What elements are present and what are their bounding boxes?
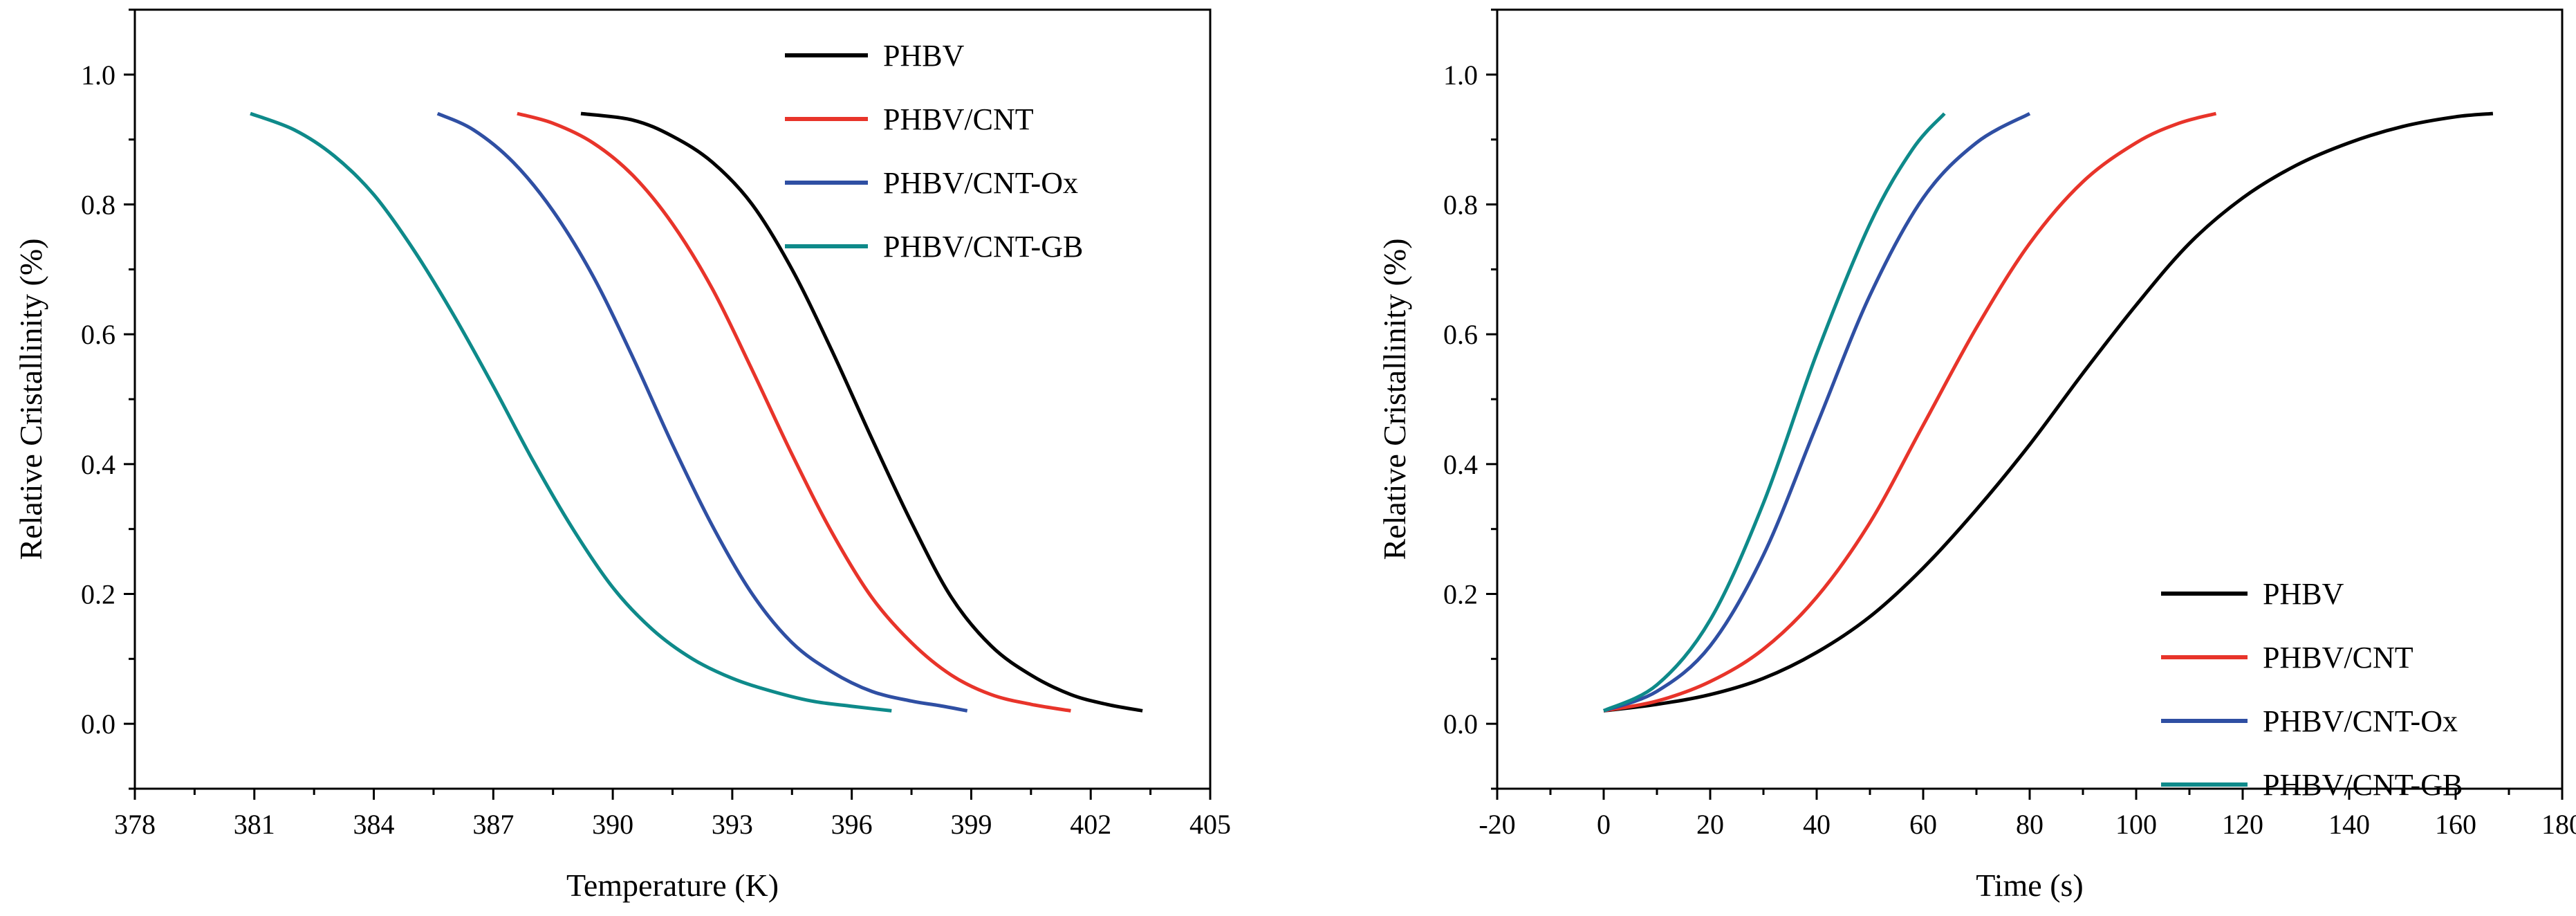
legend-label: PHBV/CNT-GB: [883, 230, 1083, 264]
x-tick-label: 390: [592, 809, 633, 840]
x-tick-label: 40: [1803, 809, 1831, 840]
x-tick-label: 160: [2435, 809, 2476, 840]
x-tick-label: 378: [114, 809, 156, 840]
series-line-phbv: [580, 111, 1143, 713]
x-tick-label: 405: [1189, 809, 1231, 840]
y-tick-label: 0.8: [1443, 190, 1478, 221]
y-axis-label: Relative Cristallinity (%): [13, 238, 48, 560]
y-tick-label: 0.0: [81, 708, 115, 740]
x-tick-label: 60: [1909, 809, 1937, 840]
panel-time: -20 0 20 40 60 80 100 120 140 160 180 0.0 0.2 0.4 0.6 0…: [1377, 8, 2576, 903]
series-line-phbv-cnt-ox: [436, 111, 968, 713]
series-line-phbv-cnt-ox: [1603, 111, 2031, 713]
series-line-phbv-cnt: [1603, 111, 2217, 713]
x-axis-label: Temperature (K): [566, 868, 779, 903]
y-axis-label: Relative Cristallinity (%): [1377, 238, 1412, 560]
x-tick-label: 381: [234, 809, 275, 840]
y-tick-label: 1.0: [1443, 59, 1478, 91]
x-tick-label: 120: [2222, 809, 2263, 840]
series-line-phbv-cnt-gb: [1602, 112, 1946, 713]
series-line-phbv-cnt: [517, 111, 1071, 713]
x-tick-label: 384: [353, 809, 395, 840]
y-tick-label: 0.6: [81, 319, 115, 350]
y-tick-label: 0.8: [81, 190, 115, 221]
series-line-phbv: [1603, 111, 2494, 713]
series-line-phbv-cnt-gb: [250, 111, 892, 713]
x-tick-label: 402: [1070, 809, 1111, 840]
x-tick-label: -20: [1479, 809, 1515, 840]
legend-label: PHBV/CNT: [2263, 641, 2413, 675]
y-tick-label: 0.6: [1443, 319, 1478, 350]
panel-temperature: 378 381 384 387 390 393 396 399 402 405 0.0 0.2 0.4 0…: [13, 8, 1231, 903]
x-tick-label: 100: [2115, 809, 2157, 840]
y-tick-label: 0.2: [1443, 579, 1478, 610]
y-tick-label: 1.0: [81, 59, 115, 91]
x-tick-label: 399: [950, 809, 992, 840]
x-tick-label: 80: [2016, 809, 2044, 840]
plot-frame: [133, 8, 1212, 790]
x-tick-label: 396: [831, 809, 873, 840]
legend-label: PHBV/CNT: [883, 102, 1034, 136]
y-tick-label: 0.0: [1443, 708, 1478, 740]
legend-label: PHBV: [883, 39, 965, 73]
x-tick-label: 0: [1597, 809, 1611, 840]
x-axis-label: Time (s): [1976, 868, 2084, 903]
legend-label: PHBV/CNT-Ox: [2263, 704, 2458, 738]
x-tick-label: 387: [472, 809, 514, 840]
legend-label: PHBV/CNT-Ox: [883, 166, 1078, 200]
y-tick-label: 0.2: [81, 579, 115, 610]
y-tick-label: 0.4: [81, 449, 115, 480]
x-tick-label: 140: [2328, 809, 2370, 840]
y-tick-label: 0.4: [1443, 449, 1478, 480]
legend-label: PHBV/CNT-GB: [2263, 768, 2463, 802]
x-tick-label: 20: [1696, 809, 1724, 840]
legend-label: PHBV: [2263, 577, 2344, 611]
x-tick-label: 180: [2541, 809, 2576, 840]
x-tick-label: 393: [712, 809, 753, 840]
